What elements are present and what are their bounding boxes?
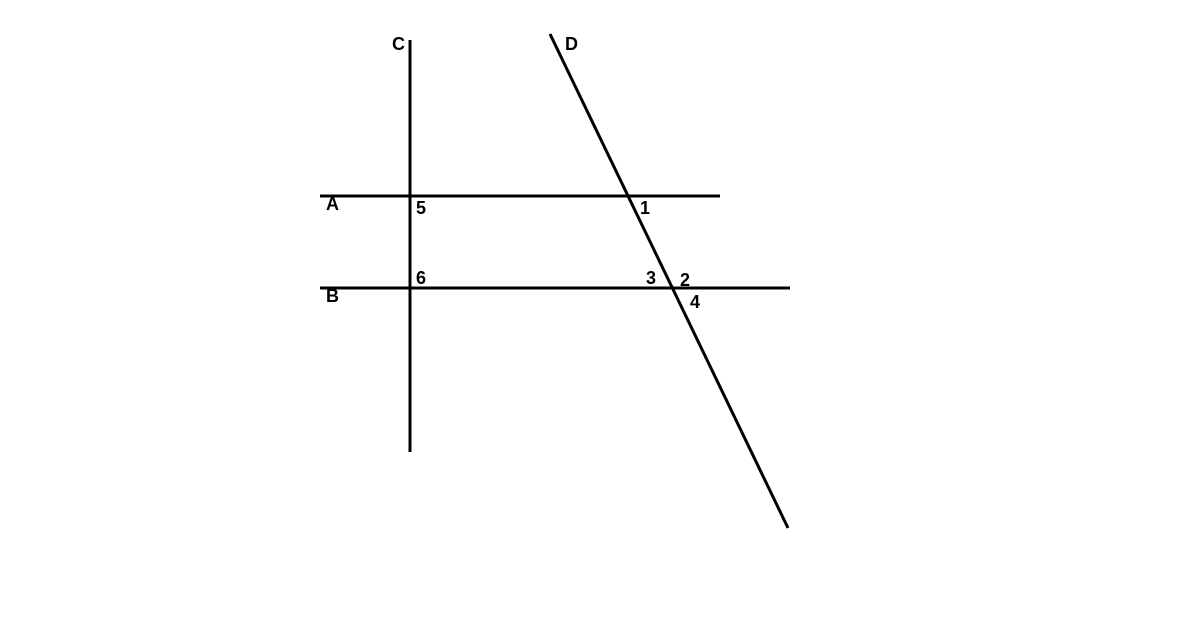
angle-label-2: 2 (680, 270, 690, 290)
label-B: B (326, 286, 339, 306)
line-D (550, 34, 788, 528)
angle-label-3: 3 (646, 268, 656, 288)
label-C: C (392, 34, 405, 54)
angle-label-4: 4 (690, 292, 700, 312)
label-A: A (326, 194, 339, 214)
lines-group (320, 34, 790, 528)
angle-label-6: 6 (416, 268, 426, 288)
angle-label-1: 1 (640, 198, 650, 218)
label-D: D (565, 34, 578, 54)
angle-label-5: 5 (416, 198, 426, 218)
labels-group: A B C D 1 2 3 4 5 6 (326, 34, 700, 312)
geometry-diagram: A B C D 1 2 3 4 5 6 (0, 0, 1200, 629)
